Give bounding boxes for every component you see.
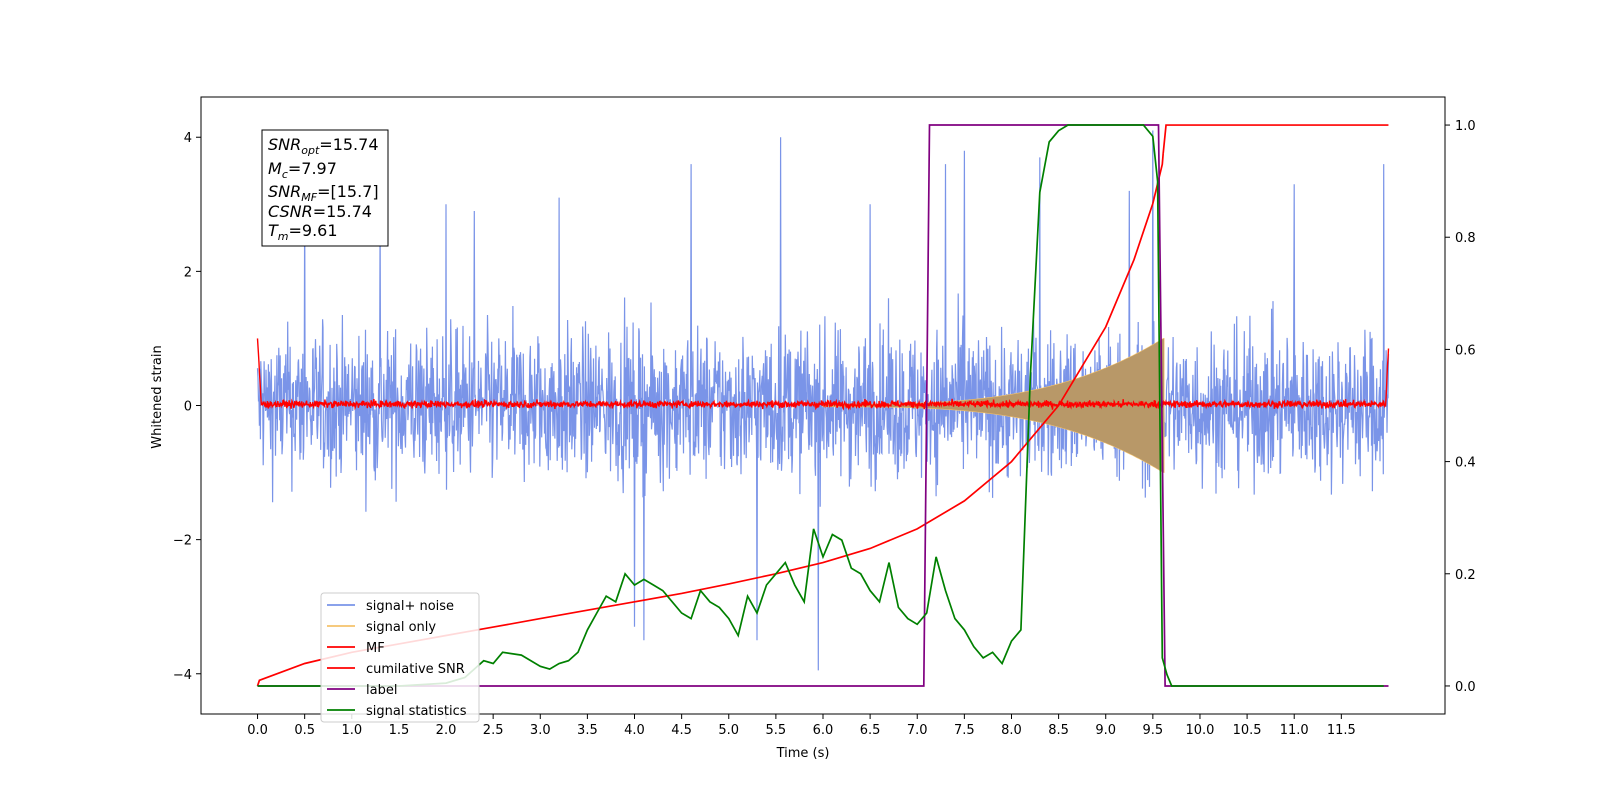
x-tick-label: 8.5 <box>1048 723 1069 738</box>
x-tick-label: 2.5 <box>483 723 504 738</box>
x-tick-label: 1.0 <box>341 723 362 738</box>
y-tick-label: 2 <box>184 265 192 280</box>
y-tick-label: 0 <box>184 400 192 415</box>
x-tick-label: 6.5 <box>860 723 881 738</box>
series-cumulative-snr-tail <box>1162 124 1389 154</box>
annotation-tm: Tm=9.61 <box>268 221 338 243</box>
x-tick-label: 0.5 <box>294 723 315 738</box>
y2-tick-label: 0.0 <box>1455 680 1476 695</box>
x-tick-label: 10.0 <box>1185 723 1214 738</box>
legend-label-signal-statistics: signal statistics <box>366 704 467 719</box>
y-tick-label: 4 <box>184 131 192 146</box>
x-tick-label: 9.0 <box>1095 723 1116 738</box>
annotation-box: SNRopt=15.74 Mc=7.97 SNRMF=[15.7] CSNR=1… <box>261 129 389 247</box>
annotation-snr-mf: SNRMF=[15.7] <box>268 182 379 204</box>
axes: 0.0 0.5 1.0 1.5 2.0 2.5 3.0 3.5 4.0 4.5 5.0 5.5 6.0 6… <box>173 96 1476 738</box>
annotation-mc: Mc=7.97 <box>268 159 337 181</box>
x-tick-label: 11.5 <box>1327 723 1356 738</box>
x-tick-label: 3.5 <box>577 723 598 738</box>
y2-tick-label: 0.6 <box>1455 343 1476 358</box>
x-tick-label: 9.5 <box>1143 723 1164 738</box>
x-tick-label: 4.5 <box>671 723 692 738</box>
y2-tick-label: 0.4 <box>1455 456 1476 471</box>
x-tick-label: 3.0 <box>530 723 551 738</box>
series-signal-statistics <box>257 124 1384 687</box>
x-tick-label: 0.0 <box>247 723 268 738</box>
y2-tick-label: 0.8 <box>1455 231 1476 246</box>
x-tick-label: 7.0 <box>907 723 928 738</box>
series-signal-noise <box>256 130 1390 671</box>
legend-label-signal-only: signal only <box>366 620 436 635</box>
y2-tick-label: 1.0 <box>1455 119 1476 134</box>
x-tick-label: 11.0 <box>1280 723 1309 738</box>
x-tick-label: 8.0 <box>1001 723 1022 738</box>
y-tick-label: −2 <box>173 534 192 549</box>
y-tick-label: −4 <box>173 668 192 683</box>
x-tick-label: 2.0 <box>436 723 457 738</box>
plot-area <box>256 124 1390 687</box>
legend: signal+ noise signal only MF cumilative SNR… <box>320 592 480 723</box>
x-tick-label: 5.0 <box>718 723 739 738</box>
x-tick-label: 4.0 <box>624 723 645 738</box>
legend-label-mf: MF <box>366 641 385 656</box>
x-tick-label: 7.5 <box>954 723 975 738</box>
x-tick-label: 10.5 <box>1233 723 1262 738</box>
y2-tick-label: 0.2 <box>1455 568 1476 583</box>
x-tick-label: 1.5 <box>389 723 410 738</box>
legend-label-label: label <box>366 683 397 698</box>
x-axis-label: Time (s) <box>776 746 830 761</box>
series-mf <box>256 338 1390 411</box>
x-tick-label: 6.0 <box>813 723 834 738</box>
annotation-snr-opt: SNRopt=15.74 <box>268 135 379 157</box>
y-axis-label: Whitened strain <box>150 345 165 448</box>
annotation-csnr: CSNR=15.74 <box>268 202 372 221</box>
legend-label-cumulative-snr: cumilative SNR <box>366 662 465 677</box>
x-tick-label: 5.5 <box>766 723 787 738</box>
legend-label-signal-noise: signal+ noise <box>366 599 454 614</box>
